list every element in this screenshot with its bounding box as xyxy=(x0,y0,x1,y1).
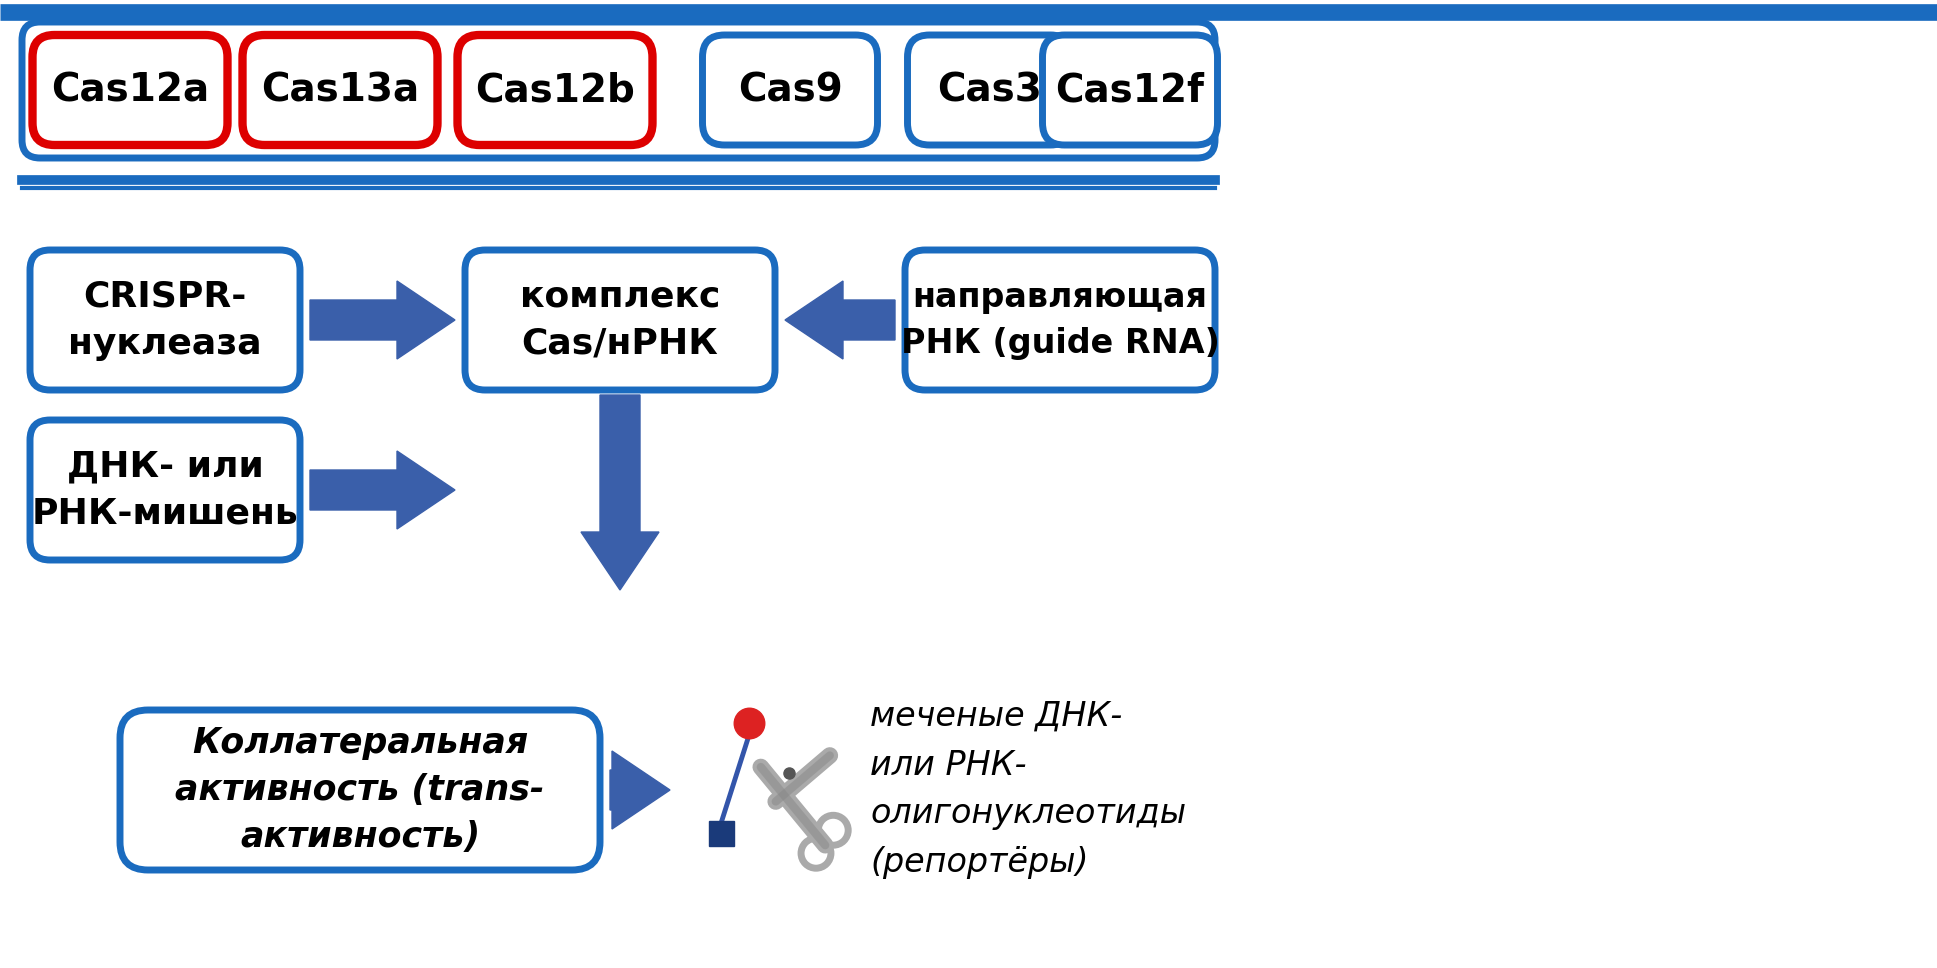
Text: Cas12b: Cas12b xyxy=(475,71,635,109)
Text: меченые ДНК-
или РНК-
олигонуклеотиды
(репортёры): меченые ДНК- или РНК- олигонуклеотиды (р… xyxy=(870,700,1185,879)
Text: Коллатеральная
активность (trans-
активность): Коллатеральная активность (trans- активн… xyxy=(176,725,544,855)
FancyBboxPatch shape xyxy=(242,35,438,145)
FancyBboxPatch shape xyxy=(29,420,300,560)
Text: Cas9: Cas9 xyxy=(738,71,843,109)
Bar xyxy=(709,821,734,846)
Polygon shape xyxy=(610,751,670,829)
Text: Cas12f: Cas12f xyxy=(1056,71,1205,109)
Text: CRISPR-
нуклеаза: CRISPR- нуклеаза xyxy=(68,279,261,361)
FancyBboxPatch shape xyxy=(1042,35,1218,145)
Text: Cas3: Cas3 xyxy=(938,71,1042,109)
Text: ДНК- или
РНК-мишень: ДНК- или РНК-мишень xyxy=(31,449,298,530)
FancyBboxPatch shape xyxy=(908,35,1073,145)
FancyBboxPatch shape xyxy=(457,35,653,145)
FancyBboxPatch shape xyxy=(29,250,300,390)
Text: комплекс
Cas/нРНК: комплекс Cas/нРНК xyxy=(519,279,721,361)
Polygon shape xyxy=(784,281,895,359)
FancyBboxPatch shape xyxy=(703,35,877,145)
Polygon shape xyxy=(310,451,455,529)
Text: направляющая
РНК (guide RNA): направляющая РНК (guide RNA) xyxy=(901,281,1220,359)
Text: Cas12a: Cas12a xyxy=(50,71,209,109)
FancyBboxPatch shape xyxy=(120,710,600,870)
Polygon shape xyxy=(581,395,659,590)
FancyBboxPatch shape xyxy=(465,250,775,390)
FancyBboxPatch shape xyxy=(33,35,227,145)
FancyBboxPatch shape xyxy=(905,250,1214,390)
Polygon shape xyxy=(310,281,455,359)
Text: Cas13a: Cas13a xyxy=(261,71,418,109)
